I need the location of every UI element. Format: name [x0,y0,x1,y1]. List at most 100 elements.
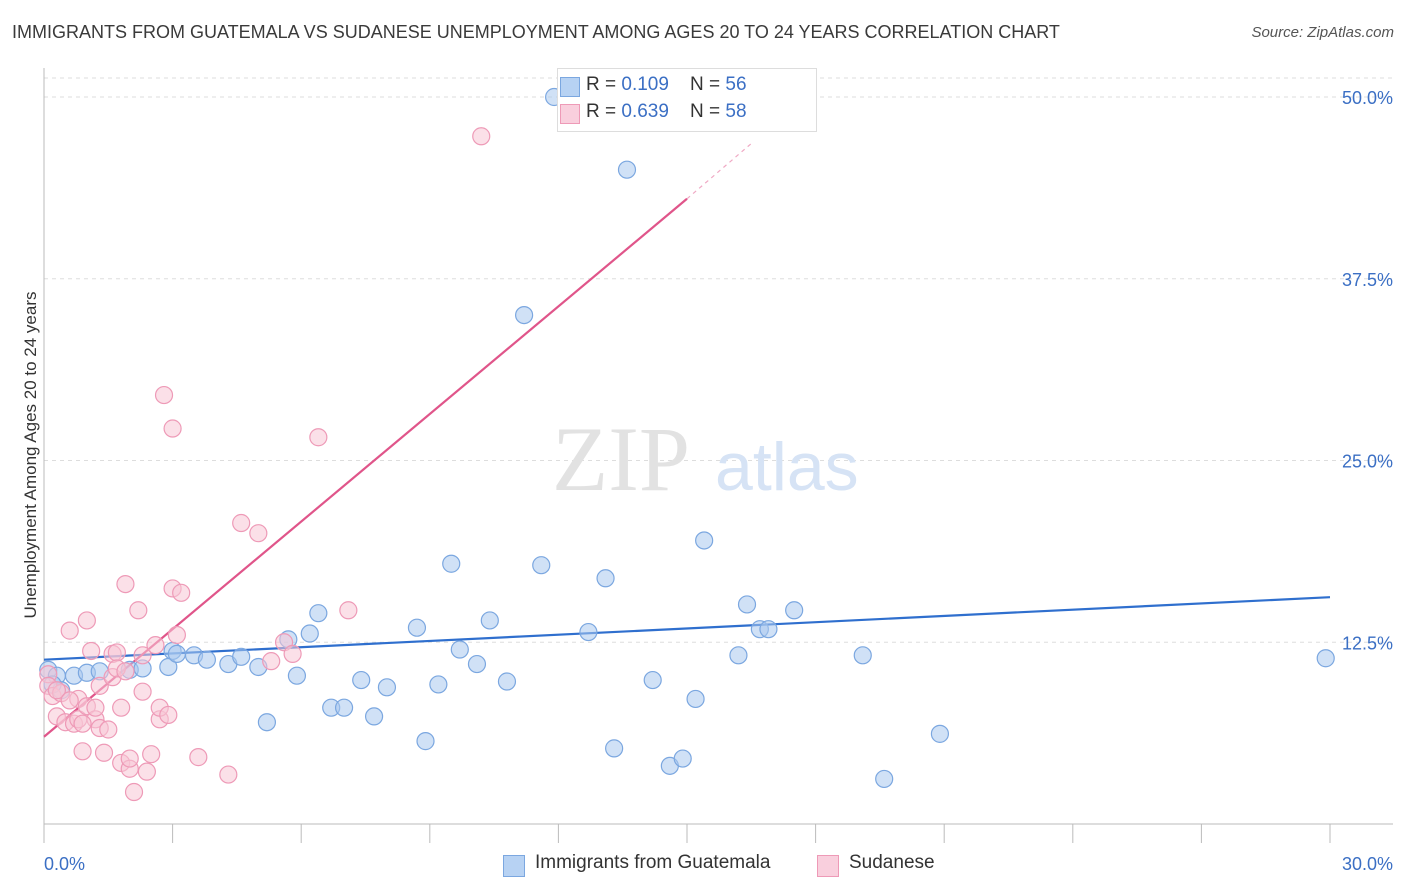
data-point-series-0 [729,646,748,665]
data-point-series-1 [472,127,491,146]
data-point-series-1 [124,782,144,802]
data-point-series-1 [172,583,191,602]
legend-n-value: 56 [725,74,747,95]
data-point-series-1 [142,745,161,764]
data-point-series-0 [257,713,277,732]
data-point-series-1 [146,636,165,655]
legend-swatch-sudanese [560,104,580,124]
data-point-series-0 [605,739,624,758]
data-point-series-1 [137,762,156,781]
data-point-series-0 [300,624,319,643]
data-point-series-1 [86,698,105,717]
data-point-series-1 [154,385,174,405]
data-point-series-0 [596,569,615,588]
data-point-series-1 [116,662,135,681]
data-point-series-1 [339,601,358,620]
x-tick-label-max: 30.0% [1342,854,1393,874]
data-point-series-1 [73,714,92,733]
trend-line-extension-series-1 [686,143,752,200]
data-point-series-0 [930,724,950,743]
data-point-series-0 [429,675,448,694]
y-tick-label: 25.0% [1342,452,1393,472]
data-point-series-0 [875,769,894,789]
data-point-series-1 [77,611,96,630]
data-point-series-1 [163,419,182,438]
data-point-series-0 [309,604,328,623]
data-point-series-1 [129,601,148,620]
data-point-series-0 [442,554,461,573]
data-point-series-0 [643,670,662,690]
data-point-series-0 [532,556,551,575]
data-point-series-0 [416,732,435,751]
data-point-series-1 [47,681,66,700]
legend-r-value: 0.109 [621,74,669,95]
data-point-series-0 [450,640,469,659]
data-point-series-0 [1316,649,1335,668]
data-point-series-0 [232,647,251,666]
data-point-series-0 [467,654,487,674]
legend-r-value: 0.639 [621,101,669,122]
data-point-series-0 [480,611,499,630]
y-tick-label: 12.5% [1342,633,1393,653]
legend-swatch-guatemala [560,77,580,97]
data-point-series-0 [497,672,517,691]
legend-n-label: N = [690,101,726,122]
legend-n-value: 58 [725,101,747,122]
bottom-legend-guatemala: Immigrants from Guatemala [535,852,771,873]
data-point-series-0 [853,646,872,665]
source-label: Source: ZipAtlas.com [1251,24,1394,41]
data-point-series-1 [167,625,186,645]
data-point-series-1 [116,574,135,594]
data-point-series-0 [579,622,598,642]
data-point-series-1 [133,682,152,701]
data-point-series-0 [167,644,186,663]
watermark-atlas: atlas [715,429,859,505]
data-point-series-1 [99,720,118,739]
data-point-series-1 [309,428,328,447]
data-point-series-0 [334,698,354,717]
legend-row-sudanese: R = 0.639 N = 58 [586,101,747,123]
data-point-series-1 [189,748,208,767]
data-point-series-0 [673,749,692,768]
data-point-series-1 [262,652,281,671]
data-point-series-1 [82,641,101,661]
data-point-series-1 [90,676,109,695]
data-point-series-0 [785,601,804,620]
correlation-legend: R = 0.109 N = 56 R = 0.639 N = 58 [557,68,817,132]
trend-line-series-0 [43,596,1331,661]
chart-title: IMMIGRANTS FROM GUATEMALA VS SUDANESE UN… [12,22,1060,42]
legend-r-label: R = [586,101,622,122]
data-point-series-1 [60,691,79,710]
data-point-series-0 [364,707,384,726]
data-point-series-1 [249,524,268,543]
data-point-series-0 [686,689,705,709]
data-point-series-0 [515,306,534,325]
data-point-series-0 [352,670,371,690]
y-tick-label: 37.5% [1342,270,1393,290]
legend-r-label: R = [586,74,622,95]
data-point-series-1 [159,705,178,725]
data-point-series-1 [120,749,139,768]
data-point-series-1 [283,644,302,663]
data-point-series-1 [60,621,79,640]
y-axis-title: Unemployment Among Ages 20 to 24 years [21,292,40,619]
bottom-legend-swatch-sudanese [817,855,839,877]
data-point-series-1 [107,643,126,662]
points-layer [39,87,1335,802]
watermark-zip: ZIP [552,408,690,510]
data-point-series-0 [287,666,307,685]
data-point-series-1 [219,765,238,784]
data-point-series-0 [737,595,757,614]
data-point-series-1 [112,698,131,717]
data-point-series-0 [695,531,714,550]
x-tick-label-min: 0.0% [44,854,85,874]
data-point-series-0 [197,650,216,669]
data-point-series-0 [759,620,778,639]
data-point-series-0 [407,618,427,637]
legend-n-label: N = [690,74,726,95]
data-point-series-1 [133,646,152,665]
data-point-series-0 [617,160,637,179]
bottom-legend-swatch-guatemala [503,855,525,877]
y-tick-label: 50.0% [1342,88,1393,108]
